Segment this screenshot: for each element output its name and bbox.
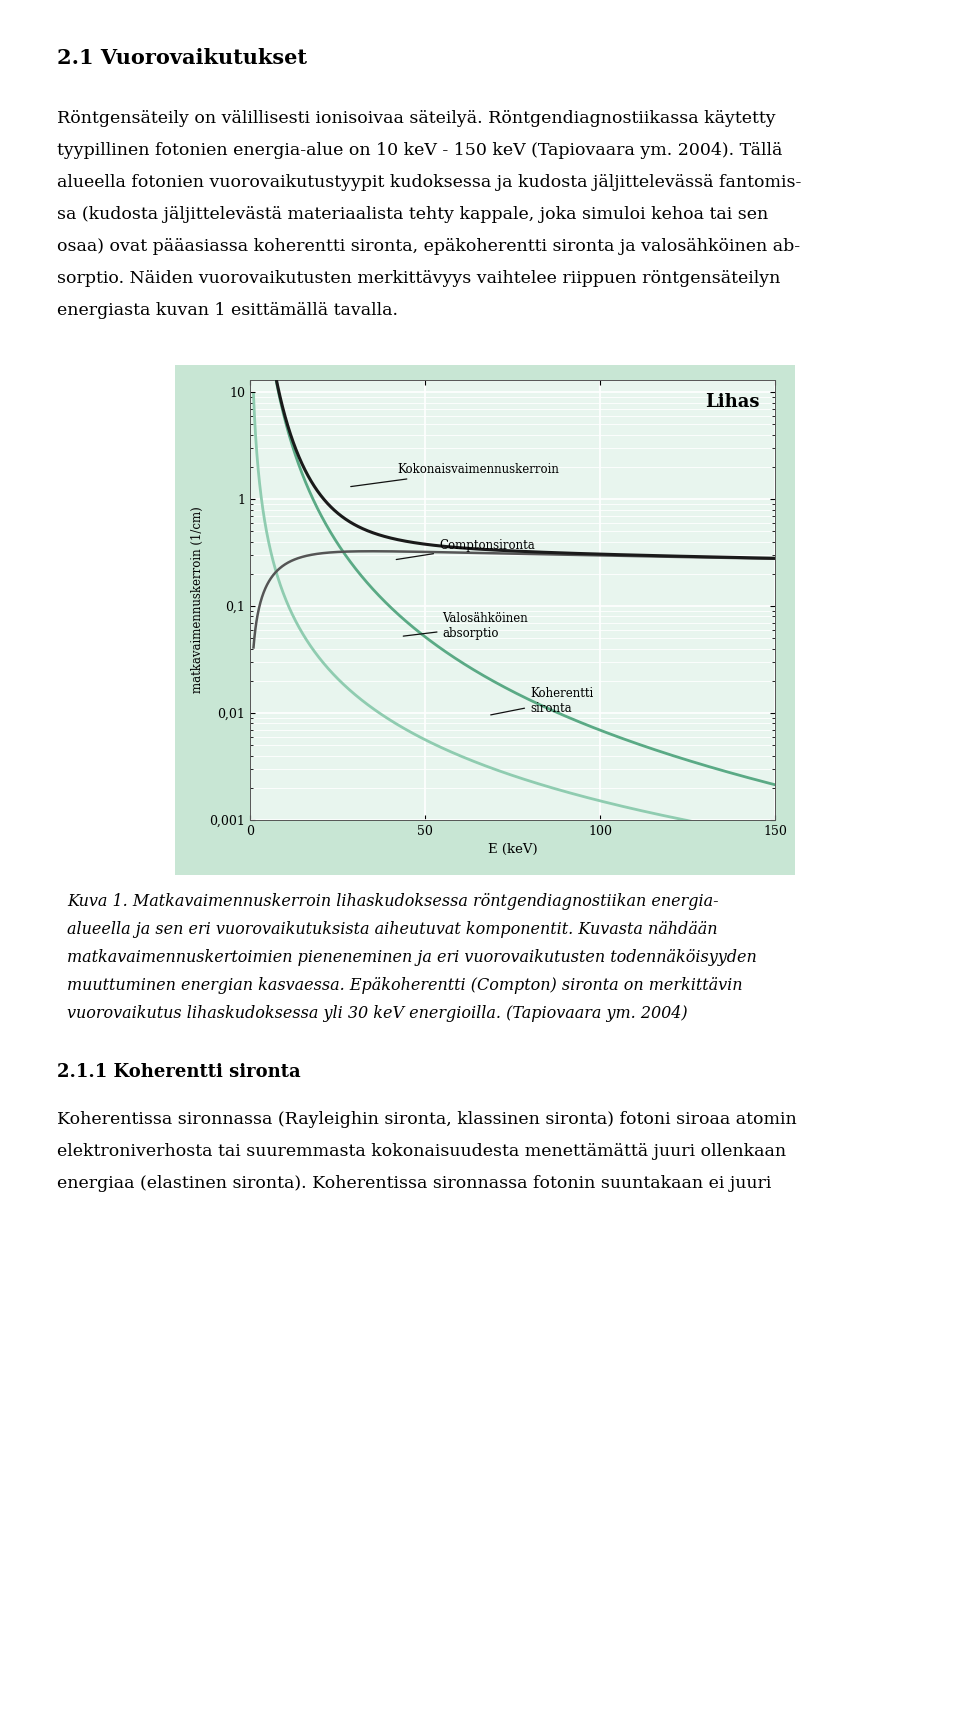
- Text: Koherentti
sironta: Koherentti sironta: [491, 688, 593, 715]
- Text: 2.1.1 Koherentti sironta: 2.1.1 Koherentti sironta: [57, 1062, 300, 1081]
- Text: elektroniverhosta tai suuremmasta kokonaisuudesta menettämättä juuri ollenkaan: elektroniverhosta tai suuremmasta kokona…: [57, 1143, 786, 1160]
- Text: vuorovaikutus lihaskudoksessa yli 30 keV energioilla. (Tapiovaara ym. 2004): vuorovaikutus lihaskudoksessa yli 30 keV…: [67, 1006, 687, 1023]
- Text: alueella fotonien vuorovaikutustyypit kudoksessa ja kudosta jäljittelevässä fant: alueella fotonien vuorovaikutustyypit ku…: [57, 174, 802, 191]
- Text: Lihas: Lihas: [705, 394, 759, 411]
- X-axis label: E (keV): E (keV): [488, 844, 538, 856]
- Text: matkavaimennuskertoimien pieneneminen ja eri vuorovaikutusten todennäköisyyden: matkavaimennuskertoimien pieneneminen ja…: [67, 949, 756, 966]
- Text: alueella ja sen eri vuorovaikutuksista aiheutuvat komponentit. Kuvasta nähdään: alueella ja sen eri vuorovaikutuksista a…: [67, 921, 717, 939]
- Text: Comptonsironta: Comptonsironta: [396, 538, 535, 559]
- Text: 2.1 Vuorovaikutukset: 2.1 Vuorovaikutukset: [57, 48, 307, 69]
- Text: energiasta kuvan 1 esittämällä tavalla.: energiasta kuvan 1 esittämällä tavalla.: [57, 303, 398, 320]
- Text: Kokonaisvaimennuskerroin: Kokonaisvaimennuskerroin: [350, 462, 559, 486]
- Text: osaa) ovat pääasiassa koherentti sironta, epäkoherentti sironta ja valosähköinen: osaa) ovat pääasiassa koherentti sironta…: [57, 237, 800, 254]
- Text: Valosähköinen
absorptio: Valosähköinen absorptio: [403, 612, 528, 639]
- Text: sorptio. Näiden vuorovaikutusten merkittävyys vaihtelee riippuen röntgensäteilyn: sorptio. Näiden vuorovaikutusten merkitt…: [57, 270, 780, 287]
- Text: Kuva 1. Matkavaimennuskerroin lihaskudoksessa röntgendiagnostiikan energia-: Kuva 1. Matkavaimennuskerroin lihaskudok…: [67, 892, 718, 909]
- Text: sa (kudosta jäljittelevästä materiaalista tehty kappale, joka simuloi kehoa tai : sa (kudosta jäljittelevästä materiaalist…: [57, 206, 768, 223]
- Text: Röntgensäteily on välillisesti ionisoivaa säteilyä. Röntgendiagnostiikassa käyte: Röntgensäteily on välillisesti ionisoiva…: [57, 110, 776, 127]
- Y-axis label: matkavaimennuskerroin (1/cm): matkavaimennuskerroin (1/cm): [191, 507, 204, 693]
- Text: tyypillinen fotonien energia-alue on 10 keV - 150 keV (Tapiovaara ym. 2004). Täl: tyypillinen fotonien energia-alue on 10 …: [57, 143, 782, 158]
- Text: Koherentissa sironnassa (Rayleighin sironta, klassinen sironta) fotoni siroaa at: Koherentissa sironnassa (Rayleighin siro…: [57, 1110, 797, 1128]
- Text: energiaa (elastinen sironta). Koherentissa sironnassa fotonin suuntakaan ei juur: energiaa (elastinen sironta). Koherentis…: [57, 1176, 772, 1191]
- Text: muuttuminen energian kasvaessa. Epäkoherentti (Compton) sironta on merkittävin: muuttuminen energian kasvaessa. Epäkoher…: [67, 976, 742, 994]
- Bar: [175, 364, 795, 875]
